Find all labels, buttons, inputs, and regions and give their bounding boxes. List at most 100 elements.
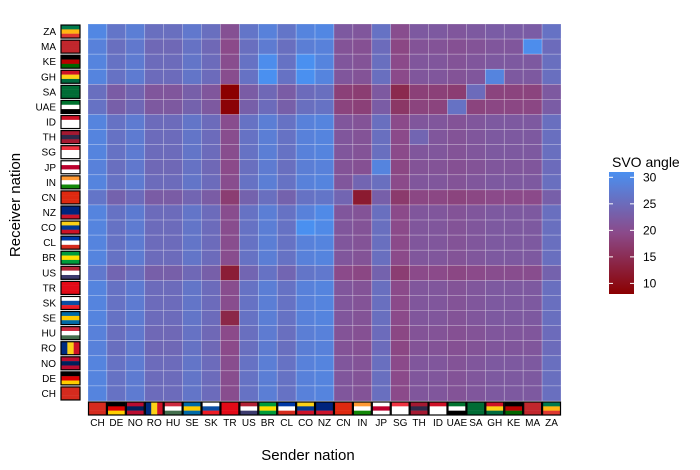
heatmap-cell	[182, 53, 202, 70]
y-axis: ZA MA KE GH SA UAE ID TH SG JP IN CN NZ CO CL BR US TR SK S…	[35, 24, 81, 401]
heatmap-cell	[428, 340, 448, 357]
heatmap-cell	[125, 234, 146, 251]
heatmap-cell	[503, 129, 524, 145]
heatmap-cell	[485, 264, 505, 281]
heatmap-cell	[87, 219, 108, 236]
heatmap-cell	[87, 310, 108, 326]
heatmap-cell	[447, 310, 467, 326]
heatmap-cell	[106, 295, 127, 311]
heatmap-cell	[541, 325, 562, 341]
flag-icon	[371, 401, 391, 416]
heatmap-cell	[125, 53, 146, 70]
heatmap-cell	[428, 38, 448, 55]
x-tick-label: TH	[412, 418, 425, 429]
heatmap-cell	[295, 340, 316, 357]
flag-icon	[60, 130, 81, 145]
heatmap-cell	[220, 174, 240, 191]
heatmap-cell	[409, 53, 429, 70]
heatmap-cell	[87, 129, 108, 145]
heatmap-cell	[371, 159, 392, 176]
heatmap-cell	[409, 38, 429, 55]
heatmap-cell	[182, 295, 202, 311]
heatmap-cell	[428, 355, 448, 372]
heatmap-cell	[295, 68, 316, 85]
heatmap-cell	[428, 264, 448, 281]
heatmap-cell	[239, 355, 259, 372]
heatmap-cell	[352, 204, 373, 221]
heatmap-cell	[352, 68, 373, 85]
heatmap-cell	[447, 280, 467, 296]
heatmap-cell	[314, 189, 335, 206]
y-tick-label: CO	[41, 223, 56, 234]
heatmap-cell	[201, 23, 221, 40]
x-tick-label: CH	[90, 418, 104, 429]
heatmap-cell	[201, 144, 221, 161]
heatmap-cell	[466, 325, 486, 341]
heatmap-cell	[163, 264, 183, 281]
heatmap-cell	[163, 53, 183, 70]
heatmap-cell	[220, 99, 240, 115]
heatmap-cell	[541, 129, 562, 145]
heatmap-cell	[466, 68, 486, 85]
heatmap-cell	[371, 53, 392, 70]
heatmap-cell	[503, 144, 524, 161]
heatmap-cell	[541, 159, 562, 176]
heatmap-cell	[485, 159, 505, 176]
heatmap-cell	[201, 355, 221, 372]
heatmap-cell	[409, 114, 429, 130]
heatmap-cell	[503, 355, 524, 372]
flag-icon	[466, 401, 486, 416]
heatmap-cell	[144, 325, 164, 341]
heatmap-cell	[485, 189, 505, 206]
heatmap-cell	[106, 189, 127, 206]
heatmap-cell	[447, 355, 467, 372]
flag-icon	[60, 295, 81, 311]
heatmap-cell	[276, 23, 297, 40]
heatmap-cell	[106, 159, 127, 176]
x-tick-label: UAE	[447, 418, 468, 429]
heatmap-cell	[371, 219, 392, 236]
heatmap-cell	[144, 204, 164, 221]
heatmap-cell	[276, 264, 297, 281]
heatmap-cell	[220, 53, 240, 70]
heatmap-cell	[409, 249, 429, 266]
flag-icon	[523, 401, 543, 416]
heatmap-cell	[182, 84, 202, 100]
heatmap-cell	[409, 340, 429, 357]
flag-icon	[60, 326, 81, 341]
heatmap-cell	[276, 370, 297, 387]
heatmap-cell	[352, 53, 373, 70]
heatmap-cell	[503, 385, 524, 402]
heatmap-cell	[522, 355, 543, 372]
flag-icon	[60, 99, 81, 115]
heatmap-cell	[352, 114, 373, 130]
heatmap-cell	[541, 84, 562, 100]
heatmap-cell	[220, 264, 240, 281]
heatmap-cell	[352, 159, 373, 176]
heatmap-cell	[333, 325, 354, 341]
heatmap-cell	[201, 340, 221, 357]
heatmap-cell	[295, 249, 316, 266]
heatmap-cell	[541, 53, 562, 70]
heatmap-cell	[87, 114, 108, 130]
heatmap-cell	[522, 189, 543, 206]
heatmap-cell	[522, 264, 543, 281]
heatmap-cell	[144, 234, 164, 251]
flag-icon	[125, 401, 145, 416]
heatmap-cell	[409, 84, 429, 100]
heatmap-cell	[257, 189, 278, 206]
heatmap-cell	[163, 325, 183, 341]
heatmap-cell	[390, 385, 410, 402]
heatmap-cell	[276, 53, 297, 70]
heatmap-cell	[163, 159, 183, 176]
heatmap-cell	[163, 84, 183, 100]
heatmap-cell	[390, 159, 410, 176]
y-tick-label: TR	[43, 283, 56, 294]
heatmap-cell	[125, 204, 146, 221]
heatmap-cell	[447, 325, 467, 341]
heatmap-cell	[295, 99, 316, 115]
y-tick-label: UAE	[35, 102, 56, 113]
heatmap-cell	[333, 84, 354, 100]
heatmap-cell	[503, 174, 524, 191]
heatmap-cell	[466, 249, 486, 266]
